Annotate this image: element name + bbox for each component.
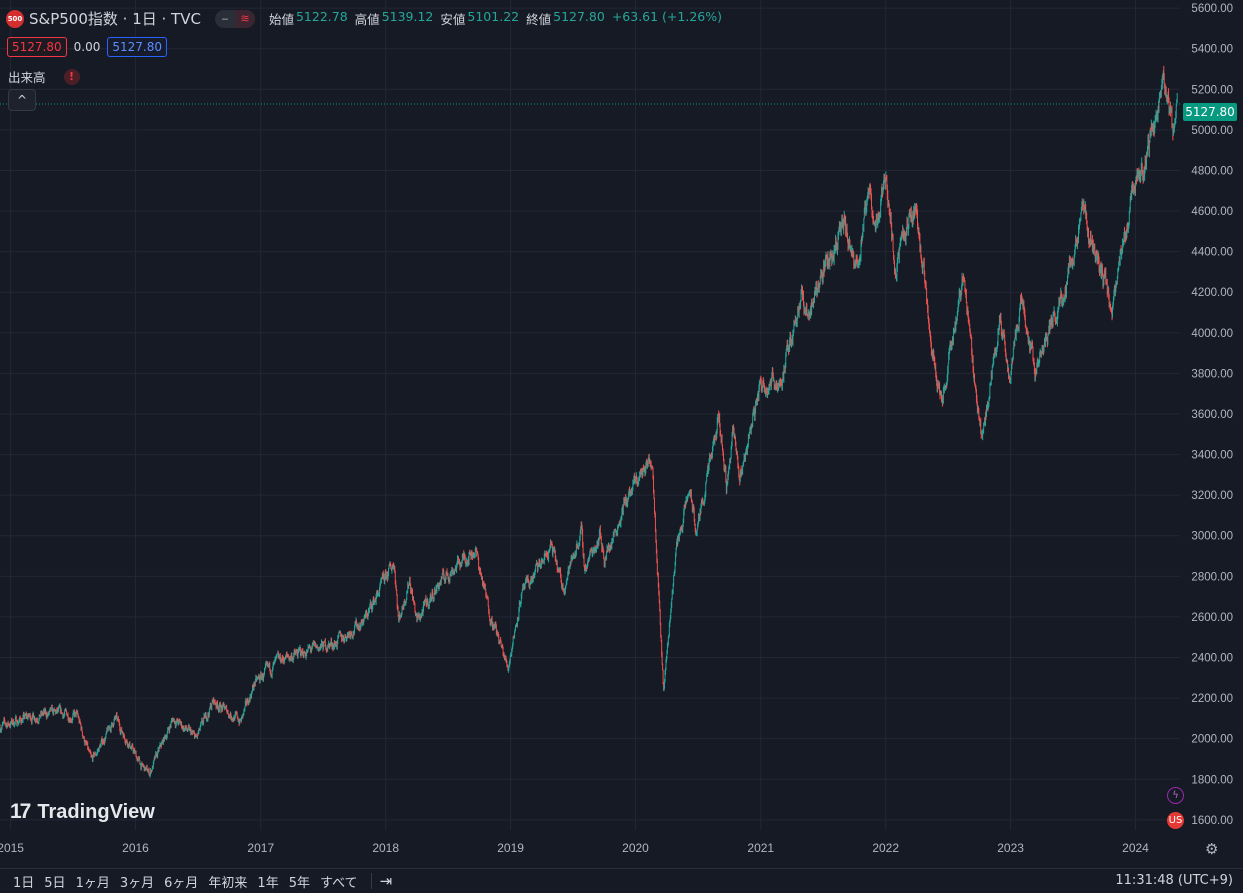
y-tick-label: 2000.00 xyxy=(1191,734,1233,746)
range-button-7[interactable]: 5年 xyxy=(288,875,310,891)
y-tick-label: 4800.00 xyxy=(1191,165,1233,177)
y-tick-label: 5600.00 xyxy=(1191,3,1233,15)
minus-icon[interactable]: ‒ xyxy=(221,12,229,25)
y-tick-label: 3200.00 xyxy=(1191,490,1233,502)
x-axis-ticks: 2015 2016 2017 2018 2019 2020 2021 2022 2023 2024 xyxy=(0,841,1149,855)
y-tick-label: 5400.00 xyxy=(1191,44,1233,56)
buy-price-button[interactable]: 5127.80 xyxy=(107,37,167,57)
symbol-logo-icon: 500 xyxy=(6,9,24,28)
y-tick-label: 5200.00 xyxy=(1191,84,1233,96)
high-value: 5139.12 xyxy=(381,9,434,24)
range-button-1[interactable]: 5日 xyxy=(44,875,66,891)
tradingview-wordmark: TradingView xyxy=(37,800,155,823)
x-tick-label: 2024 xyxy=(1122,841,1149,855)
y-tick-label: 4600.00 xyxy=(1191,206,1233,218)
y-tick-label: 1800.00 xyxy=(1191,774,1233,786)
volume-label[interactable]: 出来高 xyxy=(8,70,46,85)
chart-mode-toggle[interactable]: ‒ ≋ xyxy=(214,9,255,28)
x-tick-label: 2022 xyxy=(872,841,899,855)
range-button-2[interactable]: 1ヶ月 xyxy=(75,875,110,891)
range-button-5[interactable]: 年初来 xyxy=(208,875,248,891)
symbol-legend: 500 S&P500指数 · 1日 · TVC ‒ ≋ 始値 5122.78 高… xyxy=(6,8,722,29)
y-axis-ticks: 1600.00 1800.00 2000.00 2200.00 2400.00 2600.… xyxy=(1191,3,1233,827)
tradingview-mark-icon: 17 xyxy=(10,800,31,823)
x-tick-label: 2023 xyxy=(997,841,1024,855)
y-tick-label: 2600.00 xyxy=(1191,612,1233,624)
x-tick-label: 2018 xyxy=(372,841,399,855)
y-tick-label: 2400.00 xyxy=(1191,653,1233,665)
chevron-up-icon: ^ xyxy=(16,93,28,107)
x-tick-label: 2017 xyxy=(247,841,274,855)
close-value: 5127.80 xyxy=(553,9,605,24)
last-price-label: 5127.80 xyxy=(1183,103,1237,121)
wave-icon[interactable]: ≋ xyxy=(234,9,255,28)
y-tick-label: 1600.00 xyxy=(1191,815,1233,827)
y-tick-label: 3000.00 xyxy=(1191,531,1233,543)
sell-price-button[interactable]: 5127.80 xyxy=(7,37,67,57)
range-button-4[interactable]: 6ヶ月 xyxy=(164,875,199,891)
y-tick-label: 2800.00 xyxy=(1191,571,1233,583)
symbol-title[interactable]: S&P500指数 · 1日 · TVC xyxy=(29,10,201,28)
change-value: +63.61 (+1.26%) xyxy=(611,9,722,24)
open-value: 5122.78 xyxy=(295,9,348,24)
bid-ask-row: 5127.80 0.00 5127.80 xyxy=(7,37,167,57)
range-button-0[interactable]: 1日 xyxy=(13,875,35,891)
y-tick-label: 3800.00 xyxy=(1191,368,1233,380)
toolbar-divider xyxy=(370,873,372,889)
collapse-legend-button[interactable]: ^ xyxy=(8,89,36,111)
gear-icon[interactable]: ⚙ xyxy=(1205,840,1219,858)
x-tick-label: 2021 xyxy=(747,841,774,855)
x-tick-label: 2016 xyxy=(122,841,149,855)
ohlc-values: 始値 5122.78 高値 5139.12 安値 5101.22 終値 5127… xyxy=(269,9,722,28)
y-tick-label: 4200.00 xyxy=(1191,287,1233,299)
tradingview-logo[interactable]: 17 TradingView xyxy=(10,800,155,824)
volume-indicator-row: 出来高 ! xyxy=(8,67,80,86)
spread-value: 0.00 xyxy=(73,40,101,54)
y-tick-label: 3400.00 xyxy=(1191,450,1233,462)
go-to-date-icon[interactable]: ⇥ xyxy=(379,872,393,890)
range-button-8[interactable]: すべて xyxy=(319,875,358,891)
us-flag-icon[interactable]: US xyxy=(1167,812,1184,829)
date-range-selector: 1日 5日 1ヶ月 3ヶ月 6ヶ月 年初来 1年 5年 すべて xyxy=(8,872,363,891)
warning-icon[interactable]: ! xyxy=(63,68,80,85)
range-button-3[interactable]: 3ヶ月 xyxy=(119,875,155,891)
x-tick-label: 2015 xyxy=(0,841,24,855)
lightning-icon[interactable]: ϟ xyxy=(1167,787,1184,804)
y-tick-label: 4000.00 xyxy=(1191,328,1233,340)
open-label: 始値 xyxy=(268,12,294,27)
close-label: 終値 xyxy=(526,12,552,27)
y-tick-label: 2200.00 xyxy=(1191,693,1233,705)
low-label: 安値 xyxy=(440,12,466,27)
low-value: 5101.22 xyxy=(467,9,520,24)
high-label: 高値 xyxy=(354,12,380,27)
x-tick-label: 2020 xyxy=(622,841,649,855)
x-tick-label: 2019 xyxy=(497,841,524,855)
y-tick-label: 5000.00 xyxy=(1191,125,1233,137)
bottom-toolbar: 1日 5日 1ヶ月 3ヶ月 6ヶ月 年初来 1年 5年 すべて ⇥ 11:31:48 (UTC+… xyxy=(0,868,1243,893)
y-tick-label: 4400.00 xyxy=(1191,247,1233,259)
clock-timezone[interactable]: 11:31:48 (UTC+9) xyxy=(1115,873,1233,888)
candlestick-series xyxy=(0,65,1178,778)
range-button-6[interactable]: 1年 xyxy=(257,875,279,891)
chart-grid xyxy=(0,0,1180,830)
y-tick-label: 3600.00 xyxy=(1191,409,1233,421)
